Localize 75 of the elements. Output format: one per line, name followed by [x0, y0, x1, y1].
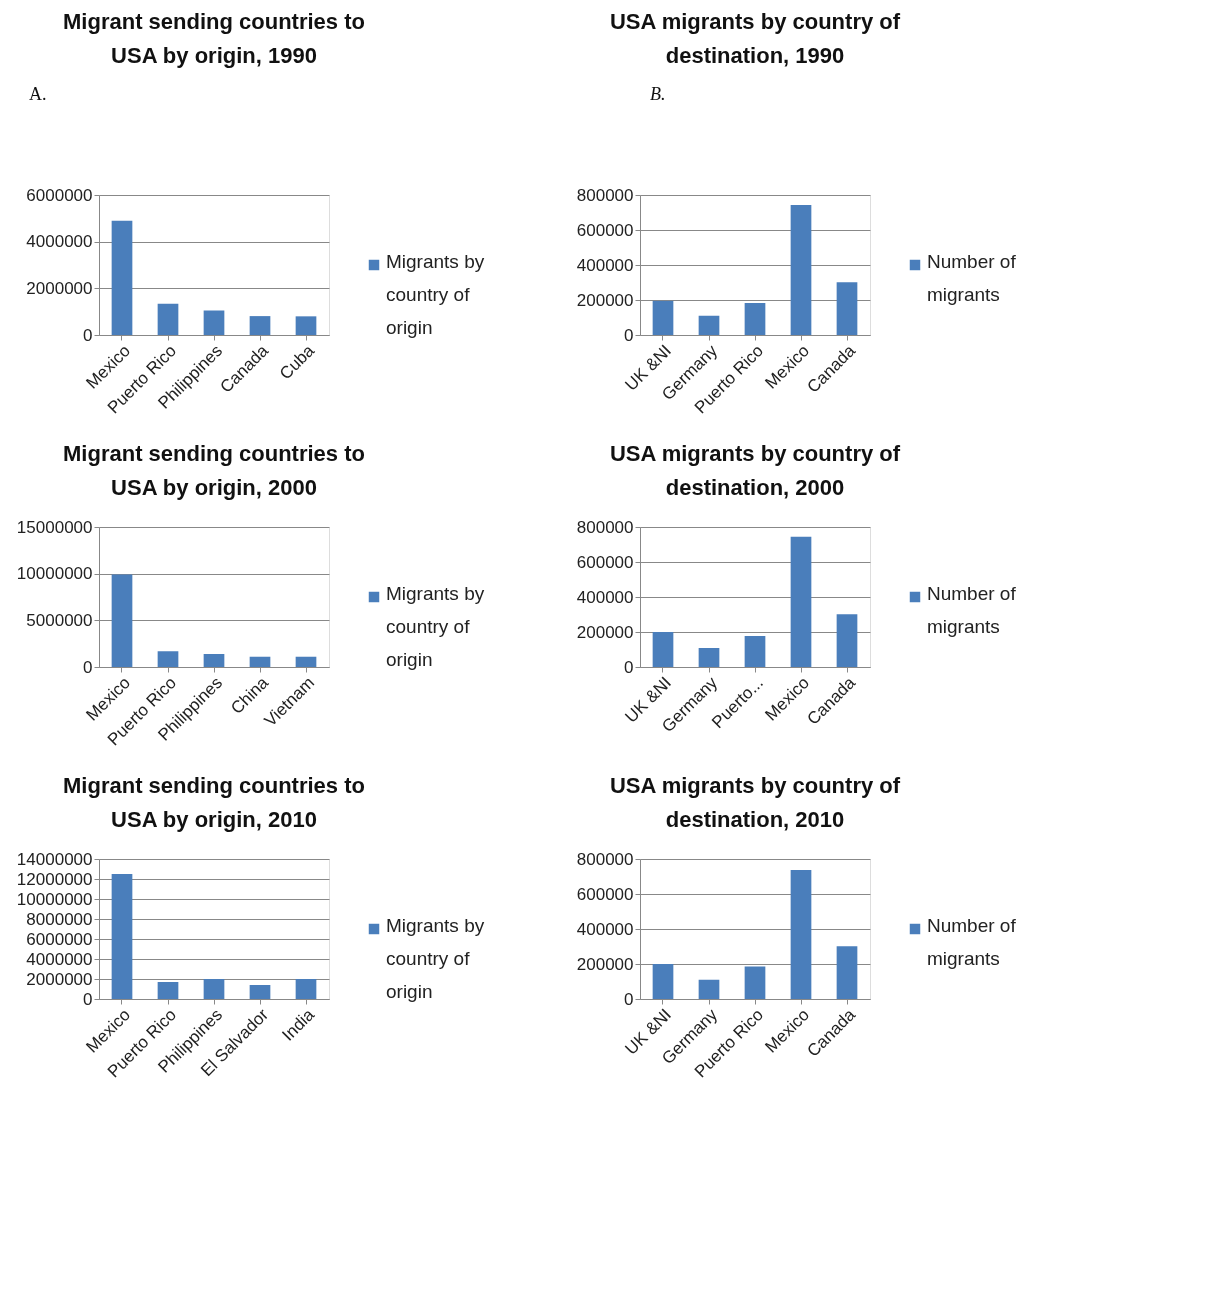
y-tick-label: 0: [624, 989, 634, 1009]
y-tick-label: 15000000: [16, 517, 93, 537]
y-tick-label: 400000: [576, 919, 634, 939]
y-tick-label: 4000000: [26, 232, 93, 252]
legend-label: Migrants by country of origin: [386, 915, 485, 1002]
y-tick-label: 200000: [576, 290, 634, 310]
y-tick-label: 4000000: [26, 949, 93, 969]
bar: [652, 300, 674, 335]
y-tick-label: 2000000: [26, 278, 93, 298]
text: A.: [29, 84, 47, 104]
bar: [157, 303, 179, 335]
y-tick-label: 0: [624, 657, 634, 677]
y-tick-label: 0: [624, 325, 634, 345]
y-tick-label: 12000000: [16, 869, 93, 889]
bar: [790, 870, 812, 999]
bar: [652, 964, 674, 999]
text: B.: [650, 84, 666, 104]
bar: [157, 982, 179, 999]
y-tick-label: 800000: [576, 849, 634, 869]
y-tick-label: 200000: [576, 622, 634, 642]
bar: [836, 614, 858, 667]
bar: [249, 985, 271, 999]
y-tick-label: 200000: [576, 954, 634, 974]
bar: [203, 979, 225, 999]
chart-title: Migrant sending countries to USA by origin, 2000: [63, 441, 365, 500]
bar: [836, 282, 858, 335]
y-tick-label: 10000000: [16, 889, 93, 909]
y-tick-label: 400000: [576, 587, 634, 607]
bar: [203, 653, 225, 667]
y-tick-label: 14000000: [16, 849, 93, 869]
bar: [111, 220, 133, 335]
bar: [295, 979, 317, 999]
bar: [295, 316, 317, 335]
y-tick-label: 0: [83, 657, 93, 677]
bar: [249, 316, 271, 335]
bar: [698, 315, 720, 335]
chart-title: USA migrants by country of destination, 2010: [609, 773, 901, 832]
bar: [295, 656, 317, 667]
y-tick-label: 0: [83, 325, 93, 345]
y-tick-label: 0: [83, 989, 93, 1009]
y-tick-label: 10000000: [16, 564, 93, 584]
legend-label: Number of migrants: [927, 915, 1017, 969]
bar: [652, 632, 674, 667]
y-tick-label: 400000: [576, 255, 634, 275]
chart-title: USA migrants by country of destination, 2000: [609, 441, 901, 500]
legend-label: Migrants by country of origin: [386, 251, 485, 338]
bar: [203, 310, 225, 335]
bar: [744, 302, 766, 335]
bar: [249, 656, 271, 667]
chart-title: Migrant sending countries to USA by origin, 1990: [63, 9, 365, 68]
y-tick-label: 600000: [576, 552, 634, 572]
y-tick-label: 5000000: [26, 610, 93, 630]
bar: [698, 648, 720, 667]
y-tick-label: 6000000: [26, 185, 93, 205]
chart-title: Migrant sending countries to USA by origin, 2010: [63, 773, 365, 832]
bar: [111, 874, 133, 999]
bar: [744, 636, 766, 667]
legend-label: Number of migrants: [927, 251, 1017, 305]
y-tick-label: 800000: [576, 185, 634, 205]
y-tick-label: 2000000: [26, 969, 93, 989]
chart-title: USA migrants by country of destination, 1990: [609, 9, 901, 68]
bar: [111, 574, 133, 667]
bar: [836, 946, 858, 999]
bar: [790, 536, 812, 667]
y-tick-label: 800000: [576, 517, 634, 537]
bar: [698, 979, 720, 999]
bar: [790, 204, 812, 335]
y-tick-label: 600000: [576, 884, 634, 904]
bar: [157, 651, 179, 667]
y-tick-label: 8000000: [26, 909, 93, 929]
y-tick-label: 600000: [576, 220, 634, 240]
legend-label: Number of migrants: [927, 583, 1017, 637]
legend-label: Migrants by country of origin: [386, 583, 485, 670]
bar: [744, 966, 766, 999]
y-tick-label: 6000000: [26, 929, 93, 949]
